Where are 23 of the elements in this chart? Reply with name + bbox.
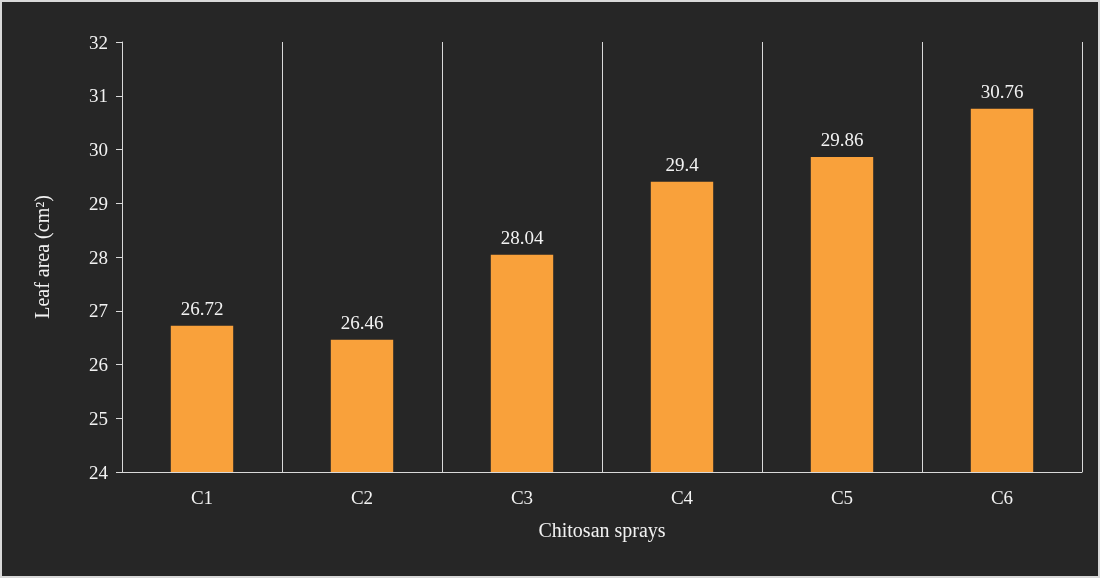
data-label: 29.86	[820, 129, 864, 151]
y-tick-label: 27	[89, 300, 108, 322]
y-tick-label: 26	[89, 354, 108, 375]
x-tick-label: C1	[190, 487, 214, 508]
x-axis-title: Chitosan sprays	[538, 519, 666, 542]
y-axis-title: Leaf area (cm²)	[31, 195, 54, 319]
data-label: 29.4	[665, 153, 700, 175]
x-tick-label: C4	[670, 487, 694, 508]
y-tick-label: 31	[89, 85, 108, 107]
x-tick-label: C6	[990, 487, 1014, 508]
y-tick-label: 32	[89, 31, 108, 53]
x-tick-label: C2	[350, 487, 374, 508]
data-label: 26.72	[180, 297, 224, 319]
data-label: 26.46	[340, 311, 384, 333]
y-tick-label: 29	[89, 192, 108, 214]
y-tick-label: 24	[89, 461, 109, 483]
data-label: 28.04	[500, 226, 544, 248]
x-tick-label: C3	[510, 487, 534, 508]
y-tick-label: 25	[89, 407, 108, 429]
x-tick-label: C5	[830, 487, 854, 508]
y-tick-label: 30	[89, 139, 108, 160]
data-label: 30.76	[980, 80, 1024, 102]
y-tick-label: 28	[89, 246, 108, 268]
